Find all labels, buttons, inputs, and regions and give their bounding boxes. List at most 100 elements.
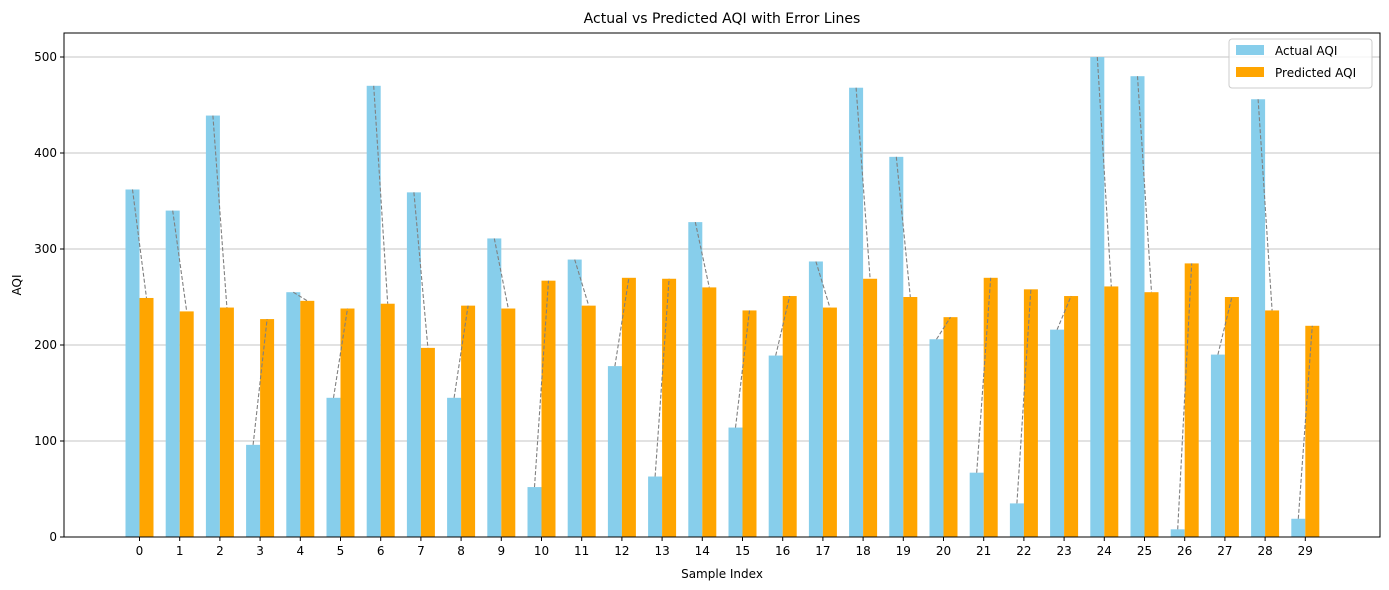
x-tick-label: 27 (1217, 544, 1232, 558)
x-tick-label: 14 (695, 544, 710, 558)
bar-predicted-15 (742, 310, 757, 537)
y-tick-label: 200 (34, 338, 57, 352)
bar-actual-17 (808, 261, 823, 537)
bar-predicted-5 (340, 308, 355, 537)
bar-actual-12 (607, 366, 622, 537)
error-line-21 (976, 277, 992, 473)
x-tick-label: 11 (574, 544, 589, 558)
error-line-11 (574, 259, 590, 306)
bar-predicted-10 (541, 280, 556, 537)
x-tick-label: 10 (534, 544, 549, 558)
bar-predicted-1 (179, 311, 194, 537)
error-line-26 (1177, 263, 1193, 530)
bar-predicted-21 (983, 277, 998, 537)
bar-actual-6 (366, 85, 381, 538)
error-line-20 (936, 316, 951, 340)
x-tick-label: 17 (815, 544, 830, 558)
bar-predicted-11 (581, 305, 596, 537)
bar-predicted-2 (219, 307, 234, 537)
chart-title: Actual vs Predicted AQI with Error Lines (584, 11, 861, 27)
x-tick-label: 15 (735, 544, 750, 558)
x-tick-label: 6 (377, 544, 385, 558)
error-lines (131, 56, 1313, 530)
error-line-29 (1297, 325, 1313, 519)
x-tick-label: 29 (1298, 544, 1313, 558)
x-tick-label: 2 (216, 544, 224, 558)
legend-label-predicted: Predicted AQI (1275, 66, 1356, 80)
bar-actual-16 (768, 355, 783, 537)
error-line-15 (734, 310, 751, 428)
bar-predicted-16 (782, 296, 797, 537)
x-tick-label: 16 (775, 544, 790, 558)
error-line-10 (533, 280, 550, 488)
bar-predicted-24 (1104, 286, 1119, 537)
x-tick-label: 13 (654, 544, 669, 558)
x-tick-label: 0 (136, 544, 144, 558)
bar-actual-9 (487, 238, 502, 537)
bar-predicted-9 (501, 308, 516, 537)
bar-actual-28 (1251, 99, 1266, 538)
x-tick-label: 9 (497, 544, 505, 558)
bar-actual-22 (1009, 503, 1024, 537)
bar-actual-10 (527, 487, 542, 537)
bar-predicted-25 (1144, 292, 1159, 537)
error-line-6 (373, 85, 389, 304)
bar-predicted-20 (943, 317, 958, 537)
bar-actual-2 (205, 115, 220, 537)
x-tick-label: 3 (256, 544, 264, 558)
bar-predicted-17 (822, 307, 837, 537)
bar-actual-24 (1090, 57, 1105, 537)
error-line-8 (453, 305, 469, 398)
bar-predicted-3 (260, 319, 275, 537)
bar-actual-18 (849, 87, 864, 537)
bar-actual-27 (1210, 354, 1225, 537)
bar-actual-5 (326, 397, 341, 537)
error-line-0 (131, 189, 148, 299)
x-axis-title: Sample Index (681, 567, 763, 581)
bar-actual-21 (969, 472, 984, 537)
bar-predicted-13 (662, 278, 677, 537)
error-line-2 (212, 115, 228, 308)
bar-actual-8 (447, 397, 462, 537)
error-line-19 (895, 156, 911, 298)
error-line-27 (1217, 296, 1233, 355)
bar-actual-14 (688, 222, 703, 537)
bar-actual-26 (1170, 529, 1185, 537)
bar-actual-23 (1050, 329, 1065, 537)
error-line-12 (614, 277, 630, 367)
y-tick-label: 500 (34, 50, 57, 64)
legend-swatch-predicted (1236, 67, 1264, 77)
error-line-16 (775, 295, 791, 356)
legend-label-actual: Actual AQI (1275, 44, 1337, 58)
bar-predicted-29 (1305, 325, 1320, 537)
bar-predicted-4 (300, 300, 315, 537)
error-line-14 (694, 222, 710, 288)
y-axis: 0 100 200 300 400 500 (34, 50, 64, 544)
bar-actual-20 (929, 339, 944, 537)
bar-predicted-6 (380, 303, 395, 537)
bar-actual-29 (1291, 518, 1306, 537)
legend-swatch-actual (1236, 45, 1264, 55)
error-line-23 (1056, 295, 1072, 330)
x-tick-label: 1 (176, 544, 184, 558)
bar-predicted-22 (1023, 289, 1038, 537)
error-line-3 (252, 319, 268, 445)
bar-predicted-7 (420, 347, 435, 537)
x-tick-label: 19 (896, 544, 911, 558)
x-tick-label: 5 (337, 544, 345, 558)
x-tick-label: 7 (417, 544, 425, 558)
error-line-5 (332, 308, 349, 398)
x-tick-label: 20 (936, 544, 951, 558)
bar-actual-15 (728, 427, 743, 537)
legend: Actual AQI Predicted AQI (1228, 38, 1373, 89)
bars (125, 57, 1320, 538)
y-tick-label: 300 (34, 242, 57, 256)
y-tick-label: 100 (34, 434, 57, 448)
error-line-28 (1257, 99, 1273, 311)
x-tick-label: 22 (1016, 544, 1031, 558)
x-tick-label: 28 (1257, 544, 1272, 558)
bar-actual-3 (246, 444, 261, 537)
legend-box (1228, 38, 1373, 89)
y-tick-label: 0 (49, 530, 57, 544)
